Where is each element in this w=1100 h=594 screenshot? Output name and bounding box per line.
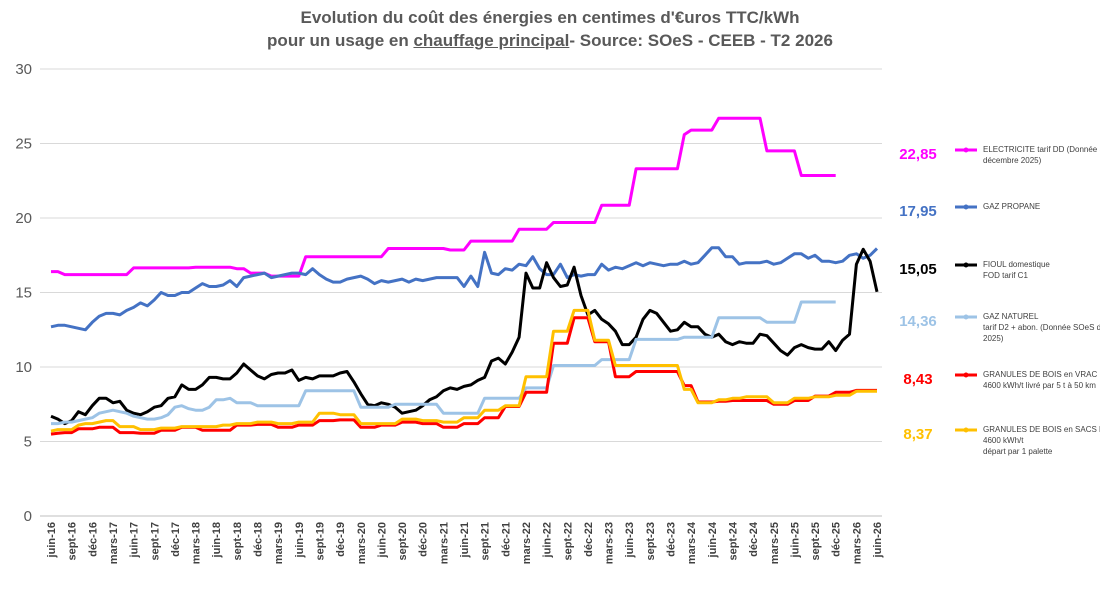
x-tick-label: juin-17	[129, 522, 141, 558]
x-tick-label: sept-25	[810, 522, 822, 561]
x-tick-label: sept-20	[397, 522, 409, 561]
x-tick-label: déc-23	[666, 522, 678, 557]
legend-label: ELECTRICITE tarif DD (Donnée SOeS décemb…	[983, 145, 1100, 165]
value-label: 17,95	[899, 203, 937, 220]
legend-marker	[963, 147, 969, 153]
legend-label: FIOUL domestique FOD tarif C1	[983, 260, 1050, 280]
x-tick-label: déc-16	[87, 522, 99, 557]
x-tick-label: déc-18	[253, 522, 265, 557]
x-tick-label: déc-25	[831, 522, 843, 557]
x-tick-label: juin-19	[294, 522, 306, 558]
x-tick-label: mars-21	[438, 522, 450, 564]
x-tick-label: mars-17	[108, 522, 120, 564]
x-tick-label: sept-23	[645, 522, 657, 561]
x-tick-label: juin-22	[542, 522, 554, 558]
x-tick-label: sept-18	[232, 522, 244, 561]
x-tick-label: juin-23	[624, 522, 636, 558]
x-tick-label: déc-20	[418, 522, 430, 557]
legend-label: GAZ NATUREL tarif D2 + abon. (Donnée SOe…	[983, 312, 1100, 343]
x-tick-label: déc-22	[583, 522, 595, 557]
value-label: 14,36	[899, 313, 937, 330]
legend-marker	[963, 262, 969, 268]
x-tick-label: déc-21	[500, 522, 512, 557]
value-label: 15,05	[899, 261, 937, 278]
series-line	[50, 247, 879, 426]
x-tick-label: sept-16	[67, 522, 79, 561]
x-tick-label: juin-18	[211, 522, 223, 558]
x-tick-label: mars-19	[273, 522, 285, 564]
y-tick-label: 0	[24, 508, 32, 525]
x-tick-label: juin-26	[872, 522, 884, 558]
x-tick-label: mars-20	[356, 522, 368, 564]
x-tick-label: mars-23	[604, 522, 616, 564]
x-tick-label: juin-16	[46, 522, 58, 558]
subtitle-before: pour un usage en	[267, 31, 409, 50]
y-tick-label: 10	[15, 359, 32, 376]
y-tick-label: 20	[15, 210, 32, 227]
value-label: 22,85	[899, 146, 937, 163]
x-tick-label: déc-24	[748, 521, 760, 557]
x-tick-label: mars-25	[769, 522, 781, 564]
legend-label: GRANULES DE BOIS en VRAC PCI de 4600 kWh…	[983, 370, 1100, 390]
chart-subtitle: pour un usage en chauffage principal- So…	[0, 31, 1100, 51]
x-tick-label: juin-24	[707, 521, 719, 558]
legend-marker	[963, 204, 969, 210]
x-tick-label: déc-19	[335, 522, 347, 557]
y-tick-label: 25	[15, 136, 32, 153]
series-line	[50, 246, 879, 332]
series-line	[51, 300, 836, 426]
x-tick-label: sept-22	[562, 522, 574, 561]
value-label: 8,37	[903, 426, 933, 443]
x-tick-label: mars-18	[191, 522, 203, 564]
series-line	[51, 116, 836, 278]
legend-marker	[963, 427, 969, 433]
x-tick-label: mars-22	[521, 522, 533, 564]
x-tick-label: sept-21	[480, 522, 492, 561]
legend-marker	[963, 372, 969, 378]
y-tick-label: 15	[15, 285, 32, 302]
legend-label: GAZ PROPANE	[983, 202, 1041, 211]
legend-label: GRANULES DE BOIS en SACS PCI de 4600 kWh…	[983, 425, 1100, 456]
series-line	[50, 308, 877, 433]
x-tick-label: sept-19	[314, 522, 326, 561]
x-tick-label: mars-24	[686, 521, 698, 564]
x-tick-label: sept-17	[149, 522, 161, 561]
x-tick-label: juin-21	[459, 522, 471, 558]
y-tick-label: 30	[15, 61, 32, 78]
subtitle-underlined: chauffage principal	[413, 31, 570, 50]
legend-marker	[963, 314, 969, 320]
x-tick-label: juin-25	[789, 522, 801, 558]
y-tick-label: 5	[24, 434, 32, 451]
subtitle-after: - Source: SOeS - CEEB - T2 2026	[569, 31, 833, 50]
value-label: 8,43	[903, 371, 933, 388]
x-tick-label: déc-17	[170, 522, 182, 557]
x-tick-label: sept-24	[727, 521, 739, 560]
chart-title: Evolution du coût des énergies en centim…	[300, 8, 800, 27]
x-tick-label: mars-26	[851, 522, 863, 564]
x-tick-label: juin-20	[376, 522, 388, 558]
